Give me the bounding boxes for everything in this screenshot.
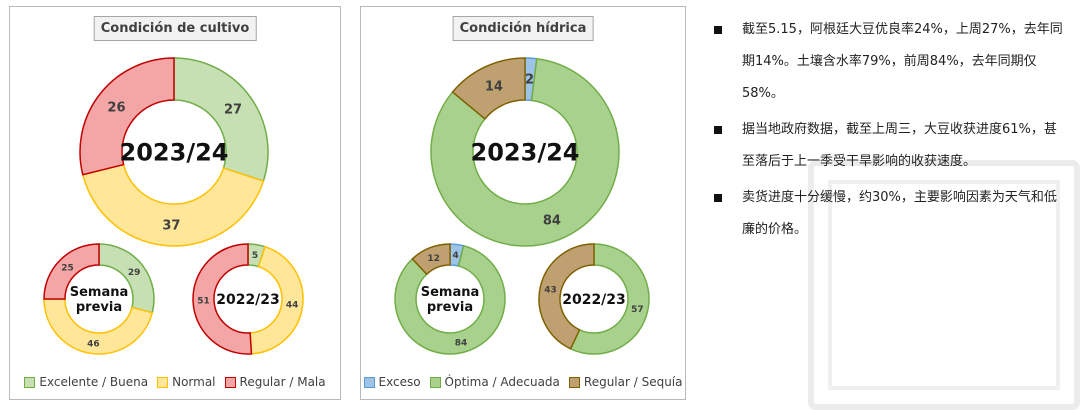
donut-slice	[569, 243, 650, 355]
donut-value-label: 14	[485, 79, 503, 94]
water-2022-23-donut: 57 43 2022/23	[538, 243, 650, 355]
legend-swatch-sequia	[568, 376, 580, 388]
crop-2022-23-donut: 5 44 51 2022/23	[192, 243, 304, 355]
legend-label: Exceso	[378, 375, 421, 389]
legend-label: Regular / Mala	[239, 375, 326, 389]
donut-slice	[79, 57, 175, 176]
donut-value-label: 57	[631, 305, 644, 315]
legend-label: Excelente / Buena	[39, 375, 149, 389]
legend-swatch-normal	[157, 376, 169, 388]
donut-value-label: 4	[452, 251, 458, 261]
legend-label: Normal	[172, 375, 216, 389]
donut-slice	[411, 243, 451, 276]
donut-center-label: 2023/24	[471, 139, 580, 167]
crop-condition-title: Condición de cultivo	[93, 16, 257, 41]
legend-item-regular: Regular / Mala	[224, 375, 326, 389]
legend-swatch-excelente	[24, 376, 36, 388]
watermark-inner-frame	[828, 180, 1060, 390]
donut-slice	[192, 243, 253, 355]
legend-swatch-regular	[224, 376, 236, 388]
donut-value-label: 5	[252, 251, 258, 261]
legend-label: Óptima / Adecuada	[444, 375, 560, 389]
donut-center-label: previa	[76, 300, 122, 315]
donut-slice	[249, 245, 304, 355]
note-item: 卖货进度十分缓慢，约30%，主要影响因素为天气和低廉的价格。	[712, 182, 1068, 246]
donut-center-label: 2023/24	[120, 139, 229, 167]
donut-slice	[538, 243, 595, 350]
crop-2023-24-donut: 27 37 26 2023/24	[79, 57, 269, 247]
donut-value-label: 46	[87, 339, 100, 349]
donut-slice	[173, 57, 269, 182]
donut-value-label: 12	[427, 254, 440, 264]
bullet-icon	[714, 126, 722, 134]
crop-condition-legend: Excelente / Buena Normal Regular / Mala	[10, 375, 340, 389]
water-condition-legend: Exceso Óptima / Adecuada Regular / Sequí…	[361, 375, 685, 389]
donut-value-label: 43	[544, 285, 557, 295]
donut-value-label: 84	[543, 213, 561, 228]
commentary-notes: 截至5.15，阿根廷大豆优良率24%，上周27%，去年同期14%。土壤含水率79…	[712, 14, 1068, 250]
donut-value-label: 84	[455, 338, 468, 348]
legend-item-sequia: Regular / Sequía	[568, 375, 683, 389]
note-text: 据当地政府数据，截至上周三，大豆收获进度61%，甚至落后于上一季受干旱影响的收获…	[742, 122, 1057, 169]
donut-value-label: 29	[128, 268, 141, 278]
legend-swatch-exceso	[363, 376, 375, 388]
crop-condition-panel: Condición de cultivo 27 37 26 2023/24 29 46 2…	[9, 6, 341, 400]
bullet-icon	[714, 194, 722, 202]
donut-center-label: previa	[427, 300, 473, 315]
donut-value-label: 51	[197, 297, 210, 307]
donut-value-label: 27	[224, 103, 242, 118]
bullet-icon	[714, 26, 722, 34]
note-item: 截至5.15，阿根廷大豆优良率24%，上周27%，去年同期14%。土壤含水率79…	[712, 14, 1068, 110]
note-item: 据当地政府数据，截至上周三，大豆收获进度61%，甚至落后于上一季受干旱影响的收获…	[712, 114, 1068, 178]
donut-slice	[43, 298, 154, 355]
legend-item-optima: Óptima / Adecuada	[429, 375, 560, 389]
donut-slice	[451, 57, 526, 120]
legend-swatch-optima	[429, 376, 441, 388]
legend-label: Regular / Sequía	[583, 375, 683, 389]
donut-slice	[430, 57, 620, 247]
donut-value-label: 2	[525, 73, 534, 88]
donut-slice	[394, 244, 506, 355]
water-condition-panel: Condición hídrica 2 84 14 2023/24 4 84 12 Sema…	[360, 6, 686, 400]
note-text: 截至5.15，阿根廷大豆优良率24%，上周27%，去年同期14%。土壤含水率79…	[742, 22, 1063, 101]
donut-value-label: 25	[61, 264, 74, 274]
donut-value-label: 44	[286, 301, 299, 311]
note-text: 卖货进度十分缓慢，约30%，主要影响因素为天气和低廉的价格。	[742, 190, 1057, 237]
legend-item-exceso: Exceso	[363, 375, 421, 389]
donut-center-label: 2022/23	[216, 292, 280, 308]
water-condition-title: Condición hídrica	[452, 16, 594, 41]
legend-item-excelente: Excelente / Buena	[24, 375, 148, 389]
donut-slice	[43, 243, 100, 300]
donut-value-label: 26	[107, 101, 125, 116]
donut-center-label: Semana	[70, 285, 129, 300]
donut-slice	[81, 163, 265, 247]
water-2023-24-donut: 2 84 14 2023/24	[430, 57, 620, 247]
donut-center-label: Semana	[421, 285, 480, 300]
donut-value-label: 37	[162, 219, 180, 234]
legend-item-normal: Normal	[157, 375, 216, 389]
donut-center-label: 2022/23	[562, 292, 626, 308]
